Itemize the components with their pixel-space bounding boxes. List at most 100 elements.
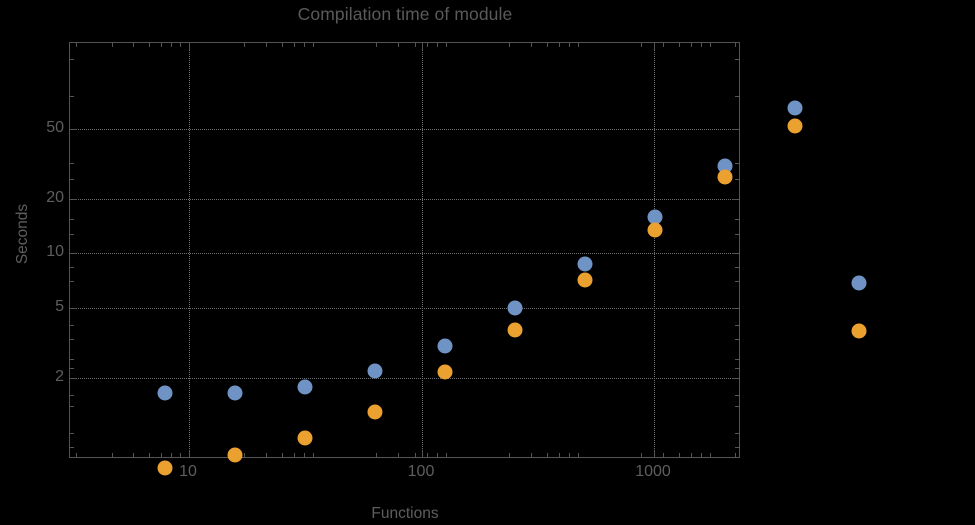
axis-tick bbox=[437, 453, 438, 457]
axis-tick bbox=[189, 450, 190, 457]
axis-tick bbox=[422, 43, 423, 50]
axis-tick bbox=[171, 453, 172, 457]
axis-tick bbox=[509, 43, 510, 47]
axis-tick bbox=[735, 368, 739, 369]
axis-tick bbox=[70, 253, 77, 254]
axis-tick bbox=[376, 453, 377, 457]
y-axis-tick-label: 2 bbox=[55, 368, 64, 385]
gridline-vertical bbox=[189, 43, 190, 457]
axis-tick bbox=[76, 43, 77, 47]
gridline-vertical bbox=[654, 43, 655, 457]
axis-tick bbox=[578, 453, 579, 457]
axis-tick bbox=[70, 378, 77, 379]
axis-tick bbox=[569, 43, 570, 47]
axis-tick bbox=[701, 43, 702, 47]
gridline-vertical bbox=[422, 43, 423, 457]
axis-tick bbox=[180, 453, 181, 457]
y-axis-tick-label: 5 bbox=[55, 298, 64, 315]
axis-tick bbox=[70, 325, 74, 326]
axis-tick bbox=[569, 453, 570, 457]
axis-tick bbox=[663, 453, 664, 457]
axis-tick bbox=[376, 43, 377, 47]
axis-tick bbox=[70, 234, 74, 235]
axis-tick bbox=[547, 43, 548, 47]
axis-tick bbox=[294, 453, 295, 457]
axis-tick bbox=[313, 43, 314, 47]
axis-tick bbox=[732, 308, 739, 309]
axis-tick bbox=[654, 43, 655, 50]
axis-tick bbox=[70, 129, 77, 130]
y-axis-tick-label: 50 bbox=[46, 119, 64, 136]
axis-tick bbox=[735, 281, 739, 282]
axis-tick bbox=[70, 359, 74, 360]
axis-tick bbox=[70, 179, 74, 180]
axis-tick bbox=[398, 453, 399, 457]
axis-tick bbox=[641, 453, 642, 457]
data-point-orange bbox=[851, 323, 867, 339]
axis-tick bbox=[422, 450, 423, 457]
y-axis-tick-label: 20 bbox=[46, 189, 64, 206]
plot-frame bbox=[69, 42, 740, 458]
axis-tick bbox=[679, 43, 680, 47]
axis-tick bbox=[189, 43, 190, 50]
axis-tick bbox=[304, 43, 305, 47]
gridline-horizontal bbox=[70, 308, 739, 309]
axis-tick bbox=[735, 395, 739, 396]
axis-tick bbox=[679, 453, 680, 457]
data-point-orange bbox=[787, 118, 803, 134]
axis-tick bbox=[641, 43, 642, 47]
axis-tick bbox=[266, 43, 267, 47]
x-axis-tick-label: 1000 bbox=[635, 463, 671, 480]
axis-tick bbox=[732, 199, 739, 200]
data-point-blue bbox=[787, 100, 803, 116]
axis-tick bbox=[70, 219, 74, 220]
axis-tick bbox=[732, 129, 739, 130]
axis-tick bbox=[735, 59, 739, 60]
axis-tick bbox=[691, 43, 692, 47]
axis-tick bbox=[76, 453, 77, 457]
axis-tick bbox=[735, 359, 739, 360]
axis-tick bbox=[70, 267, 74, 268]
axis-tick bbox=[735, 406, 739, 407]
axis-tick bbox=[244, 453, 245, 457]
axis-tick bbox=[735, 43, 736, 47]
page-title: Compilation time of module bbox=[297, 4, 513, 24]
axis-tick bbox=[70, 433, 74, 434]
axis-tick bbox=[578, 43, 579, 47]
axis-tick bbox=[70, 368, 74, 369]
axis-tick bbox=[266, 453, 267, 457]
axis-tick bbox=[735, 96, 739, 97]
axis-tick bbox=[282, 43, 283, 47]
axis-tick bbox=[446, 43, 447, 47]
axis-tick bbox=[304, 453, 305, 457]
gridline-horizontal bbox=[70, 253, 739, 254]
axis-tick bbox=[732, 253, 739, 254]
x-axis-title: Functions bbox=[371, 505, 439, 522]
axis-tick bbox=[294, 43, 295, 47]
axis-tick bbox=[735, 447, 739, 448]
axis-tick bbox=[70, 281, 74, 282]
axis-tick bbox=[133, 43, 134, 47]
axis-tick bbox=[701, 453, 702, 457]
axis-tick bbox=[70, 199, 77, 200]
axis-tick bbox=[735, 453, 736, 457]
axis-tick bbox=[70, 447, 74, 448]
axis-tick bbox=[398, 43, 399, 47]
axis-tick bbox=[735, 267, 739, 268]
axis-tick bbox=[735, 179, 739, 180]
axis-tick bbox=[70, 339, 74, 340]
axis-tick bbox=[509, 453, 510, 457]
axis-tick bbox=[531, 453, 532, 457]
axis-tick bbox=[171, 43, 172, 47]
y-axis-tick-labels: 50 20 10 5 2 bbox=[28, 42, 64, 458]
axis-tick bbox=[244, 43, 245, 47]
axis-tick bbox=[415, 453, 416, 457]
x-axis-tick-label: 100 bbox=[407, 463, 435, 480]
axis-tick bbox=[70, 59, 74, 60]
axis-tick bbox=[446, 453, 447, 457]
axis-tick bbox=[735, 234, 739, 235]
axis-tick bbox=[735, 339, 739, 340]
axis-tick bbox=[735, 433, 739, 434]
axis-tick bbox=[112, 43, 113, 47]
